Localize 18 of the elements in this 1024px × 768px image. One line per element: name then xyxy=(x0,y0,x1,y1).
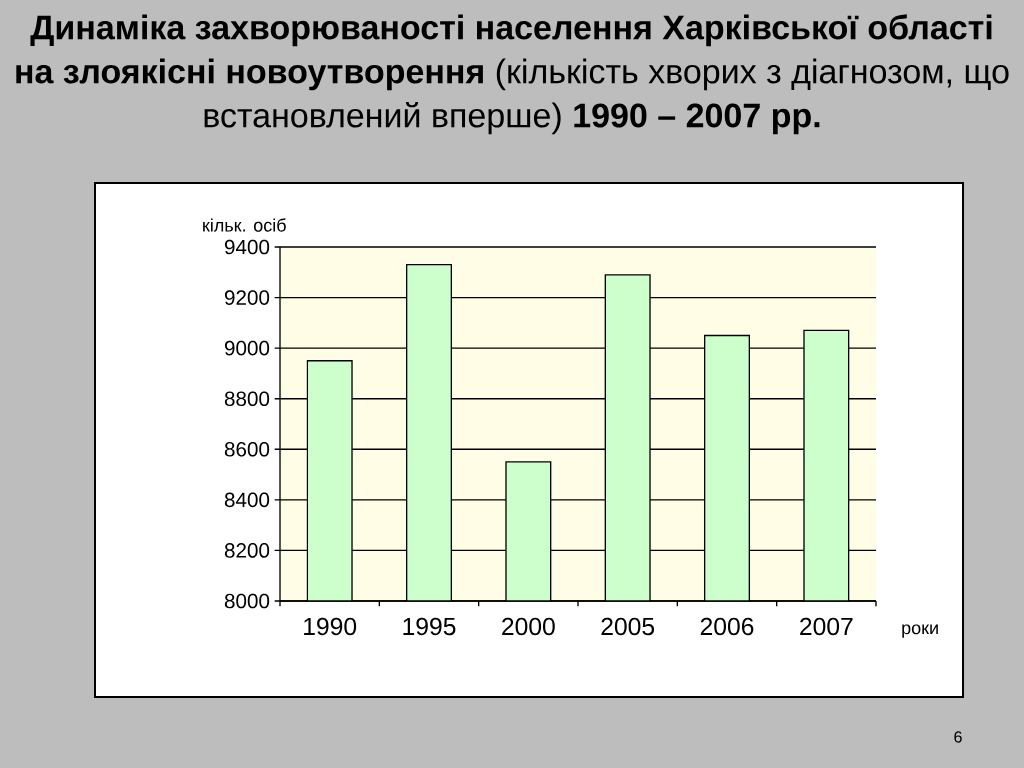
y-tick-label: 9000 xyxy=(224,340,270,356)
x-tick-label: 2006 xyxy=(700,617,754,636)
x-tick-label: 2007 xyxy=(800,617,853,636)
y-tick-label: 9200 xyxy=(224,290,270,305)
y-tick-label: 8000 xyxy=(224,593,270,609)
y-tick-label: 9400 xyxy=(224,239,270,255)
y-tick-label: 8600 xyxy=(224,441,270,457)
y-tick-label: 8800 xyxy=(224,391,270,407)
x-tick-label: 2000 xyxy=(502,617,555,636)
x-axis-title: роки xyxy=(902,624,938,638)
y-tick-label: 8200 xyxy=(224,543,270,558)
x-tick-label: 1995 xyxy=(403,617,456,636)
chart-title: Динаміка захворюваності населення Харківської області на злоякісні новоутворення (кількість хворих з діагнозом, що встановлений вперше) 1990 – 2007 рр. xyxy=(16,14,1009,135)
y-tick-label: 8400 xyxy=(224,492,270,508)
x-tick-label: 2005 xyxy=(601,617,655,636)
y-axis-title: кільк. осіб xyxy=(203,218,286,232)
x-tick-label: 1990 xyxy=(304,617,357,636)
text: 6 xyxy=(954,731,962,743)
